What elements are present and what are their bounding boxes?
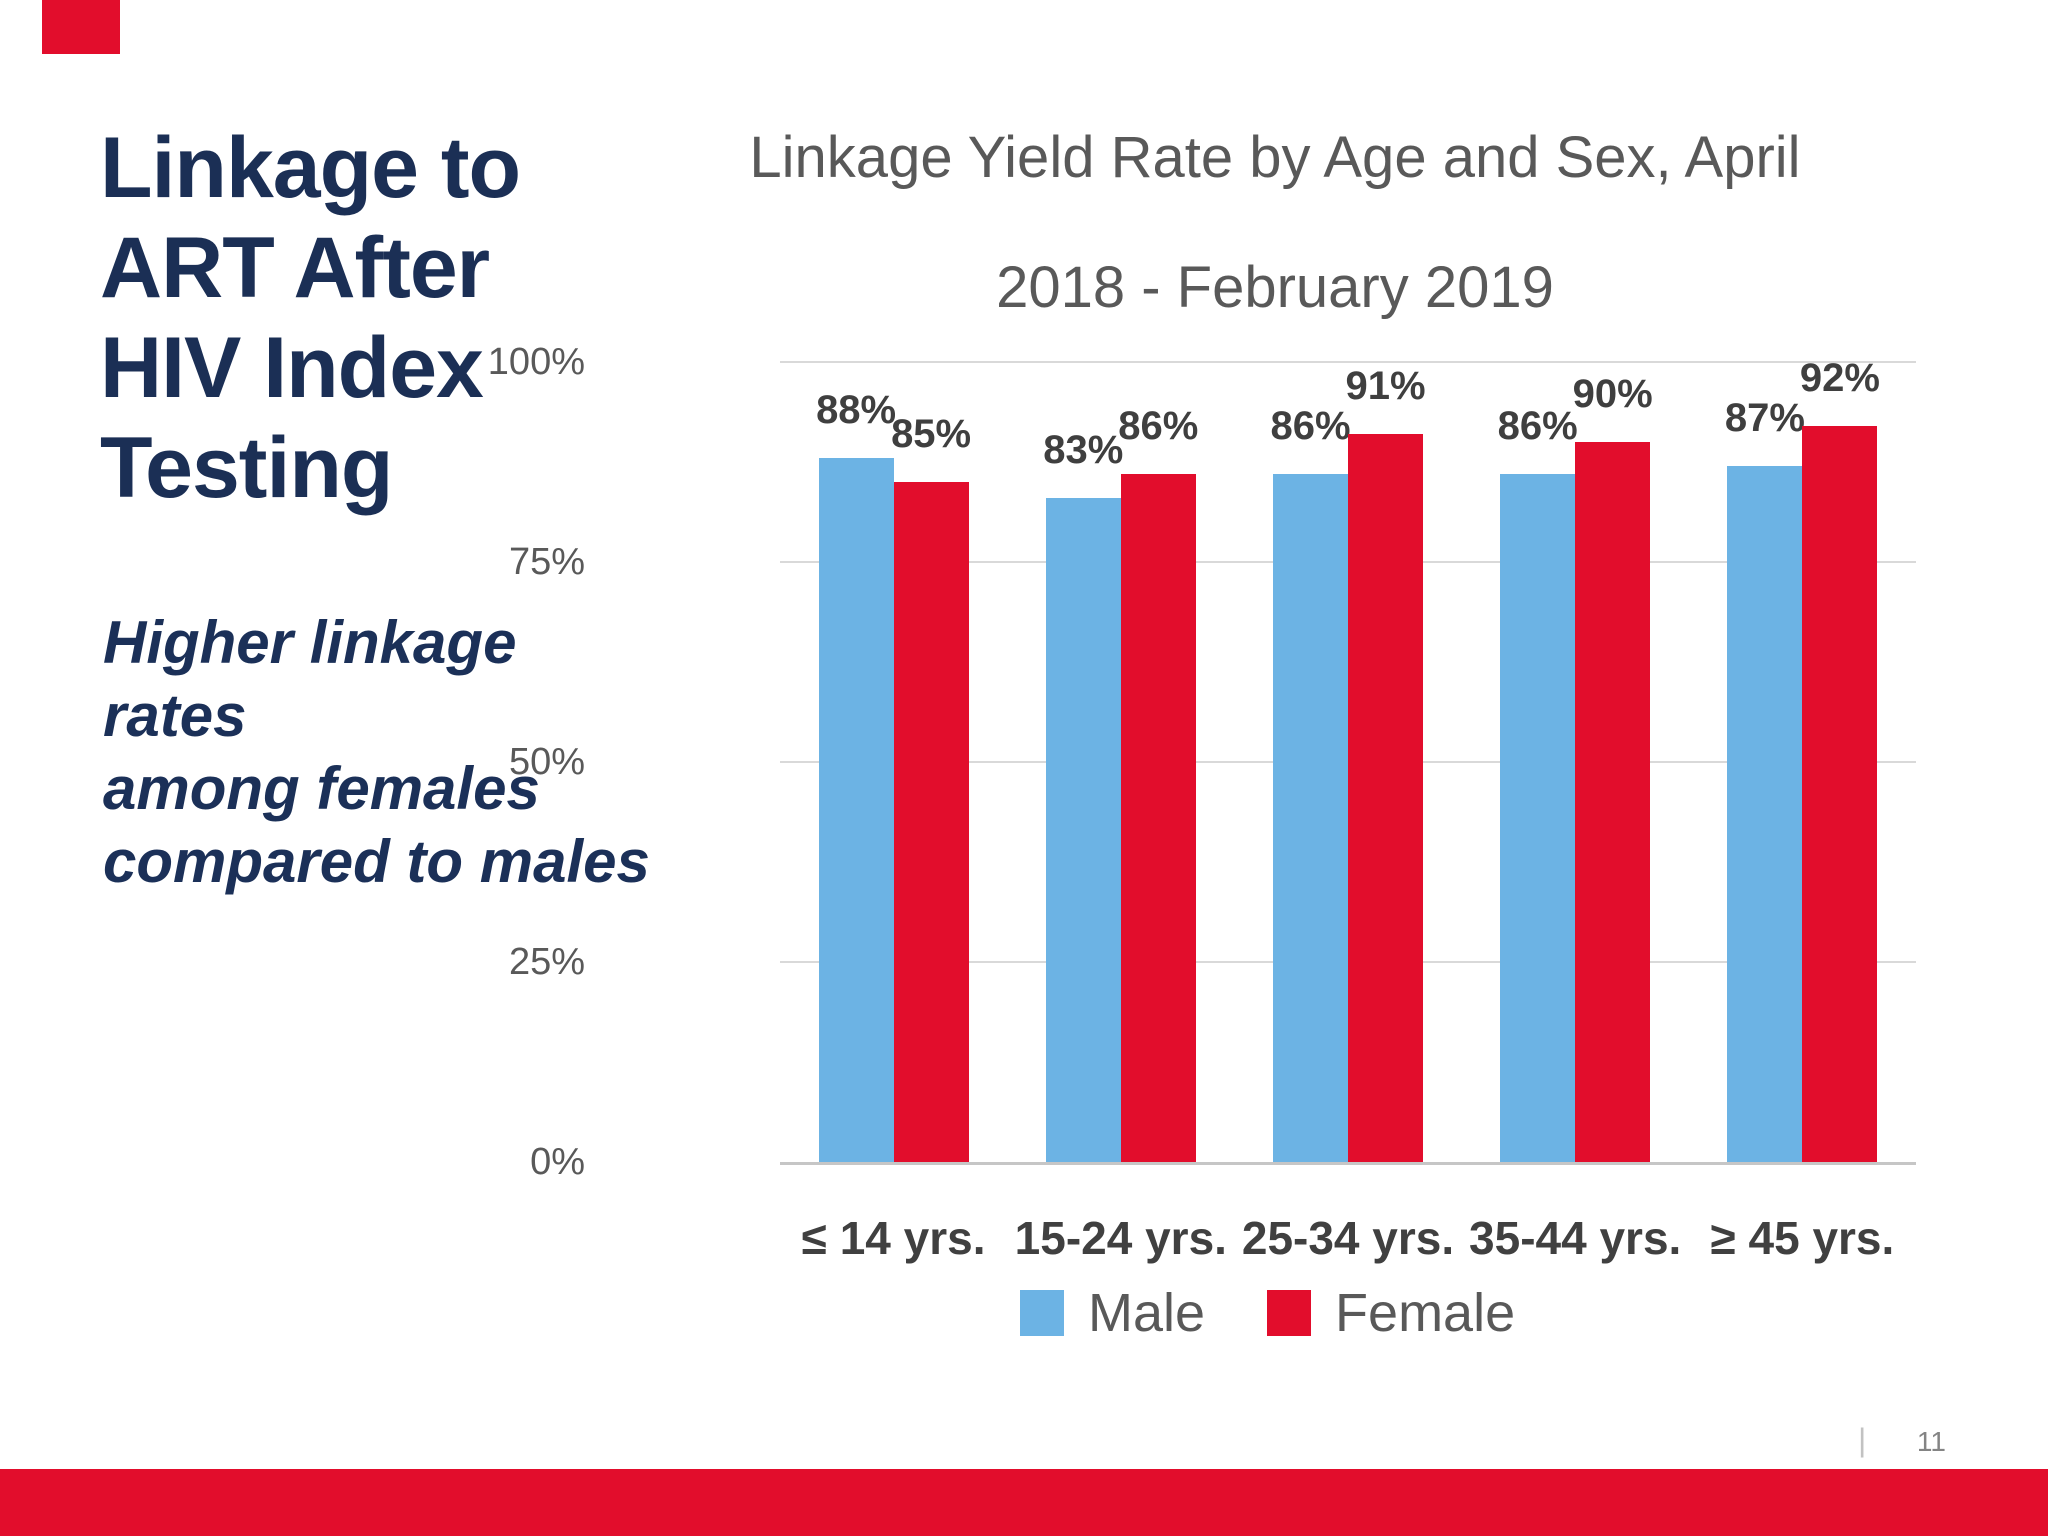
bar-male-5 <box>1727 466 1803 1162</box>
legend-item-female: Female <box>1267 1278 1515 1348</box>
bar-male-2 <box>1045 498 1121 1162</box>
bar-male-1 <box>818 458 894 1162</box>
data-label-female-5: 92% <box>1799 356 1880 400</box>
slide-title: Linkage to ART After HIV Index Testing <box>100 118 660 518</box>
bar-male-3 <box>1273 474 1348 1162</box>
x-axis-line <box>780 1162 1916 1165</box>
bar-female-1 <box>893 482 969 1162</box>
bar-female-4 <box>1575 442 1651 1162</box>
data-label-male-4: 86% <box>1497 404 1578 448</box>
slide-title-line: ART After <box>100 220 490 316</box>
page-number: 11 <box>1916 1426 1946 1457</box>
data-label-female-2: 86% <box>1118 404 1199 448</box>
corner-accent-bar <box>42 0 120 54</box>
legend-label-female: Female <box>1335 1283 1516 1343</box>
chart-legend: Male Female <box>1020 1278 1515 1348</box>
bar-female-2 <box>1120 474 1196 1162</box>
y-axis-tick-label: 75% <box>508 541 585 583</box>
chart-title-line: Linkage Yield Rate by Age and Sex, April <box>749 124 1801 190</box>
x-axis-label: 25-34 yrs. <box>1241 1212 1455 1264</box>
data-label-male-5: 87% <box>1724 396 1805 440</box>
chart-title: Linkage Yield Rate by Age and Sex, April… <box>560 92 1990 352</box>
data-label-female-3: 91% <box>1345 364 1426 408</box>
bar-female-5 <box>1802 426 1878 1162</box>
x-axis-label: ≤ 14 yrs. <box>801 1212 986 1264</box>
data-label-female-1: 85% <box>891 412 972 456</box>
y-axis-tick-label: 100% <box>487 341 585 383</box>
slide-title-line: HIV Index <box>100 320 484 416</box>
x-axis-label: 35-44 yrs. <box>1469 1212 1682 1264</box>
chart-title-line: 2018 - February 2019 <box>996 254 1554 320</box>
footer-red-bar <box>0 1469 2048 1536</box>
y-axis-tick-label: 0% <box>530 1141 585 1183</box>
y-axis-tick-label: 25% <box>508 941 585 983</box>
legend-item-male: Male <box>1020 1278 1205 1348</box>
slide-subtitle: Higher linkage rates among females compa… <box>103 606 663 898</box>
footer-divider: | <box>1858 1422 1867 1458</box>
data-label-female-4: 90% <box>1572 372 1653 416</box>
legend-label-male: Male <box>1088 1283 1206 1343</box>
bar-male-4 <box>1500 474 1576 1162</box>
slide-title-line: Testing <box>100 420 393 516</box>
slide-title-line: Linkage to <box>100 120 521 216</box>
slide-subtitle-line: among females <box>103 755 540 822</box>
gridline <box>780 361 1916 363</box>
y-axis-tick-label: 50% <box>508 741 585 783</box>
x-axis-label: 15-24 yrs. <box>1014 1212 1227 1264</box>
male-legend-swatch <box>1020 1290 1064 1336</box>
data-label-male-3: 86% <box>1270 404 1351 448</box>
slide-subtitle-line: compared to males <box>103 828 650 895</box>
x-axis-label: ≥ 45 yrs. <box>1710 1212 1895 1264</box>
bar-female-3 <box>1348 434 1423 1162</box>
slide-subtitle-line: Higher linkage rates <box>103 609 517 749</box>
data-label-male-1: 88% <box>816 388 897 432</box>
female-legend-swatch <box>1267 1290 1312 1336</box>
data-label-male-2: 83% <box>1043 428 1124 472</box>
